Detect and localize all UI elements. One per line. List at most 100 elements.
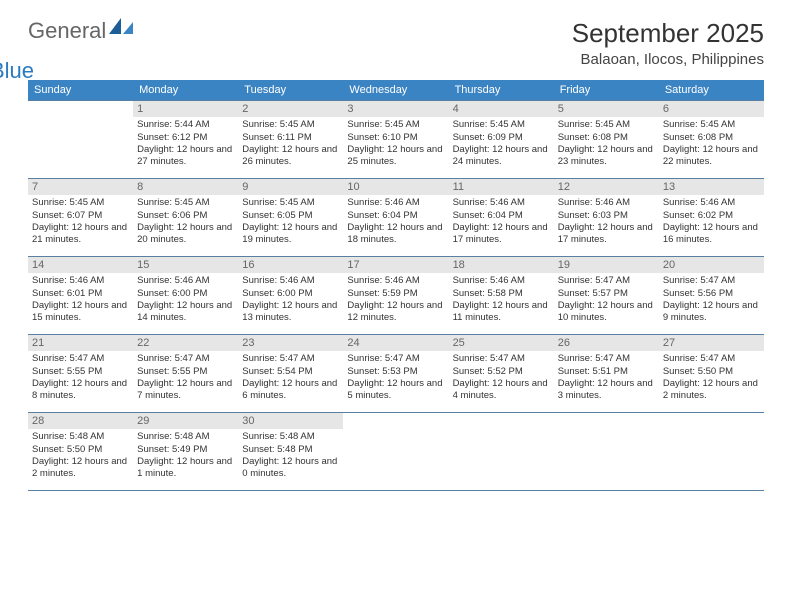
day-number: 16 (238, 257, 343, 273)
day-data: Sunrise: 5:45 AMSunset: 6:06 PMDaylight:… (137, 197, 234, 246)
sunrise-line: Sunrise: 5:46 AM (558, 197, 630, 208)
day-number: 14 (28, 257, 133, 273)
day-data: Sunrise: 5:46 AMSunset: 6:03 PMDaylight:… (558, 197, 655, 246)
daylight-line: Daylight: 12 hours and 17 minutes. (453, 222, 548, 245)
day-data: Sunrise: 5:47 AMSunset: 5:54 PMDaylight:… (242, 353, 339, 402)
sunrise-line: Sunrise: 5:47 AM (663, 275, 735, 286)
week-row: 14Sunrise: 5:46 AMSunset: 6:01 PMDayligh… (28, 257, 764, 335)
week-row: 28Sunrise: 5:48 AMSunset: 5:50 PMDayligh… (28, 413, 764, 491)
day-number: 11 (449, 179, 554, 195)
logo: General Blue (28, 18, 135, 70)
daylight-line: Daylight: 12 hours and 15 minutes. (32, 300, 127, 323)
weekday-header: Saturday (659, 80, 764, 101)
day-cell (659, 413, 764, 491)
daylight-line: Daylight: 12 hours and 22 minutes. (663, 144, 758, 167)
sunrise-line: Sunrise: 5:46 AM (453, 275, 525, 286)
location: Balaoan, Ilocos, Philippines (572, 51, 764, 68)
day-cell: 12Sunrise: 5:46 AMSunset: 6:03 PMDayligh… (554, 179, 659, 257)
day-cell: 20 Sunrise: 5:47 AMSunset: 5:56 PMDayligh… (659, 257, 764, 335)
day-data: Sunrise: 5:44 AM Sunset: 6:12 PMDaylight:… (137, 119, 234, 168)
day-number: 13 (659, 179, 764, 195)
daylight-line: Daylight: 12 hours and 9 minutes. (663, 300, 758, 323)
daylight-line: Daylight: 12 hours and 16 minutes. (663, 222, 758, 245)
day-number: 8 (133, 179, 238, 195)
daylight-line: Daylight: 12 hours and 1 minute. (137, 456, 232, 479)
sunset-line: Sunset: 6:09 PM (453, 132, 523, 143)
weekday-header: Tuesday (238, 80, 343, 101)
sunset-line: Sunset: 5:59 PM (347, 288, 417, 299)
sunrise-line: Sunrise: 5:45 AM (453, 119, 525, 130)
sunset-line: Sunset: 5:55 PM (32, 366, 102, 377)
day-cell: 10Sunrise: 5:46 AMSunset: 6:04 PMDayligh… (343, 179, 448, 257)
day-number: 24 (343, 335, 448, 351)
logo-word-1: General (28, 18, 106, 43)
day-number: 18 (449, 257, 554, 273)
sunset-line: Sunset: 5:54 PM (242, 366, 312, 377)
sunrise-line: Sunrise: 5:48 AM (242, 431, 314, 442)
sunrise-line: Sunrise: 5:46 AM (453, 197, 525, 208)
day-data: Sunrise: 5:48 AMSunset: 5:48 PMDaylight:… (242, 431, 339, 480)
day-cell: 11Sunrise: 5:46 AMSunset: 6:04 PMDayligh… (449, 179, 554, 257)
sunset-line: Sunset: 6:06 PM (137, 210, 207, 221)
day-data: Sunrise: 5:46 AMSunset: 6:00 PMDaylight:… (242, 275, 339, 324)
day-number: 6 (659, 101, 764, 117)
day-cell: 18 Sunrise: 5:46 AMSunset: 5:58 PMDayligh… (449, 257, 554, 335)
sunrise-line: Sunrise: 5:45 AM (32, 197, 104, 208)
sunrise-line: Sunrise: 5:45 AM (242, 197, 314, 208)
daylight-line: Daylight: 12 hours and 10 minutes. (558, 300, 653, 323)
week-row: 7Sunrise: 5:45 AMSunset: 6:07 PMDaylight… (28, 179, 764, 257)
sunrise-line: Sunrise: 5:46 AM (663, 197, 735, 208)
daylight-line: Daylight: 12 hours and 25 minutes. (347, 144, 442, 167)
day-cell: 26Sunrise: 5:47 AMSunset: 5:51 PMDayligh… (554, 335, 659, 413)
logo-text-block: General Blue (28, 18, 135, 70)
day-cell: 13Sunrise: 5:46 AMSunset: 6:02 PMDayligh… (659, 179, 764, 257)
day-data: Sunrise: 5:45 AMSunset: 6:11 PMDaylight:… (242, 119, 339, 168)
daylight-line: Daylight: 12 hours and 5 minutes. (347, 378, 442, 401)
day-cell: 22Sunrise: 5:47 AMSunset: 5:55 PMDayligh… (133, 335, 238, 413)
day-cell (449, 413, 554, 491)
day-cell: 28 Sunrise: 5:48 AMSunset: 5:50 PMDayligh… (28, 413, 133, 491)
sunrise-line: Sunrise: 5:44 AM (137, 119, 209, 130)
day-number: 28 (28, 413, 133, 429)
day-cell: 21Sunrise: 5:47 AMSunset: 5:55 PMDayligh… (28, 335, 133, 413)
daylight-line: Daylight: 12 hours and 3 minutes. (558, 378, 653, 401)
day-data: Sunrise: 5:48 AMSunset: 5:49 PMDaylight:… (137, 431, 234, 480)
day-cell: 24Sunrise: 5:47 AMSunset: 5:53 PMDayligh… (343, 335, 448, 413)
day-data: Sunrise: 5:47 AMSunset: 5:55 PMDaylight:… (137, 353, 234, 402)
sunset-line: Sunset: 5:50 PM (32, 444, 102, 455)
daylight-line: Daylight: 12 hours and 17 minutes. (558, 222, 653, 245)
day-data: Sunrise: 5:47 AMSunset: 5:57 PMDaylight:… (558, 275, 655, 324)
daylight-line: Daylight: 12 hours and 21 minutes. (32, 222, 127, 245)
day-number: 15 (133, 257, 238, 273)
day-number: 1 (133, 101, 238, 117)
sunrise-line: Sunrise: 5:48 AM (137, 431, 209, 442)
sunrise-line: Sunrise: 5:47 AM (663, 353, 735, 364)
day-data: Sunrise: 5:47 AMSunset: 5:56 PMDaylight:… (663, 275, 760, 324)
day-cell (554, 413, 659, 491)
sunrise-line: Sunrise: 5:45 AM (558, 119, 630, 130)
day-cell: 14Sunrise: 5:46 AMSunset: 6:01 PMDayligh… (28, 257, 133, 335)
daylight-line: Daylight: 12 hours and 24 minutes. (453, 144, 548, 167)
day-number: 17 (343, 257, 448, 273)
day-data: Sunrise: 5:45 AMSunset: 6:10 PMDaylight:… (347, 119, 444, 168)
day-cell: 30Sunrise: 5:48 AMSunset: 5:48 PMDayligh… (238, 413, 343, 491)
week-row: 1Sunrise: 5:44 AMSunset: 6:12 PMDaylight… (28, 101, 764, 179)
sunset-line: Sunset: 6:00 PM (137, 288, 207, 299)
sunset-line: Sunset: 6:10 PM (347, 132, 417, 143)
sunset-line: Sunset: 6:08 PM (558, 132, 628, 143)
sunrise-line: Sunrise: 5:47 AM (453, 353, 525, 364)
day-number: 20 (659, 257, 764, 273)
day-cell: 2Sunrise: 5:45 AMSunset: 6:11 PMDaylight… (238, 101, 343, 179)
daylight-line: Daylight: 12 hours and 14 minutes. (137, 300, 232, 323)
sunset-line: Sunset: 5:48 PM (242, 444, 312, 455)
day-data: Sunrise: 5:48 AMSunset: 5:50 PMDaylight:… (32, 431, 129, 480)
sunset-line: Sunset: 6:12 PM (137, 132, 207, 143)
daylight-line: Daylight: 12 hours and 27 minutes. (137, 144, 232, 167)
day-data: Sunrise: 5:46 AMSunset: 5:58 PMDaylight:… (453, 275, 550, 324)
sunrise-line: Sunrise: 5:46 AM (347, 197, 419, 208)
day-cell: 5Sunrise: 5:45 AMSunset: 6:08 PMDaylight… (554, 101, 659, 179)
day-cell: 23Sunrise: 5:47 AMSunset: 5:54 PMDayligh… (238, 335, 343, 413)
weekday-header-row: Sunday Monday Tuesday Wednesday Thursday… (28, 80, 764, 101)
day-cell: 19Sunrise: 5:47 AMSunset: 5:57 PMDayligh… (554, 257, 659, 335)
sunset-line: Sunset: 5:57 PM (558, 288, 628, 299)
